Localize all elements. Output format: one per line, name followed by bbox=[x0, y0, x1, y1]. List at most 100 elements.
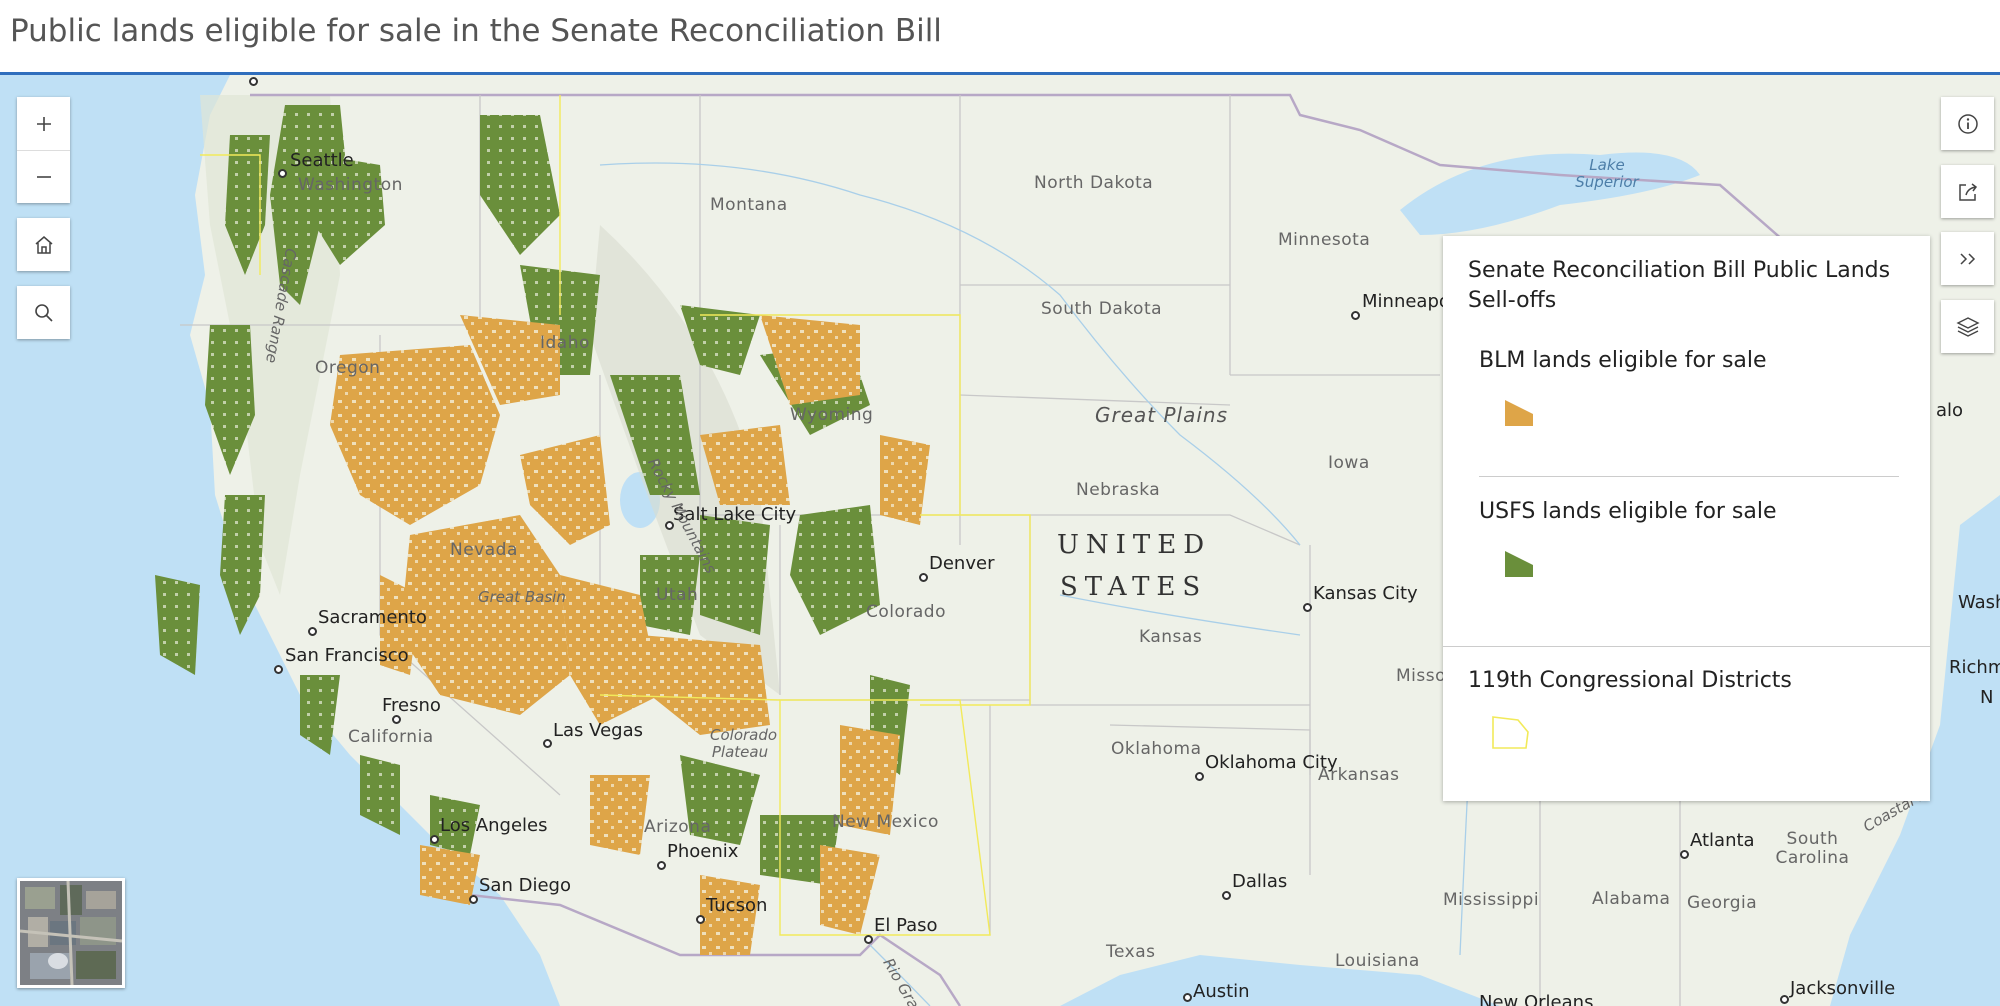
state-label: Colorado bbox=[866, 602, 946, 622]
city-label-fresno: Fresno bbox=[382, 695, 441, 716]
basemap-toggle-thumbnail[interactable] bbox=[17, 878, 125, 988]
city-dot bbox=[1195, 772, 1204, 781]
city-label-las-vegas: Las Vegas bbox=[553, 720, 643, 741]
state-label: Utah bbox=[656, 585, 699, 605]
city-dot bbox=[665, 521, 674, 530]
home-button[interactable] bbox=[17, 218, 70, 271]
state-label: Georgia bbox=[1687, 893, 1758, 913]
city-label-partial: alo bbox=[1936, 400, 1964, 421]
water-label-lake-superior: Lake Superior bbox=[1575, 156, 1639, 191]
city-label-san-diego: San Diego bbox=[479, 875, 571, 896]
city-label-denver: Denver bbox=[929, 553, 995, 574]
legend-title: Senate Reconciliation Bill Public Lands … bbox=[1468, 258, 1891, 313]
city-dot bbox=[274, 665, 283, 674]
state-label: Oklahoma bbox=[1111, 739, 1202, 759]
city-dot bbox=[1351, 311, 1360, 320]
city-label-partial: N bbox=[1980, 687, 1994, 708]
city-label-jacksonville: Jacksonville bbox=[1790, 978, 1896, 999]
minus-icon bbox=[36, 175, 51, 178]
state-label: Iowa bbox=[1328, 453, 1370, 473]
city-label-seattle: Seattle bbox=[290, 150, 354, 171]
state-label: Louisiana bbox=[1335, 951, 1420, 971]
city-dot bbox=[308, 627, 317, 636]
collapse-legend-button[interactable] bbox=[1941, 232, 1994, 285]
state-label: Idaho bbox=[540, 333, 590, 353]
city-dot bbox=[392, 715, 401, 724]
share-button[interactable] bbox=[1941, 165, 1994, 218]
state-label: Arkansas bbox=[1318, 765, 1400, 785]
city-label-san-francisco: San Francisco bbox=[285, 645, 409, 666]
share-icon bbox=[1958, 182, 1977, 201]
legend-group-divider bbox=[1443, 646, 1930, 647]
city-label-phoenix: Phoenix bbox=[667, 841, 739, 862]
layers-button[interactable] bbox=[1941, 300, 1994, 353]
state-label: Alabama bbox=[1592, 889, 1671, 909]
state-label: North Dakota bbox=[1034, 173, 1154, 193]
city-label-sacramento: Sacramento bbox=[318, 607, 427, 628]
home-icon bbox=[35, 235, 52, 254]
zoom-out-button[interactable] bbox=[17, 150, 70, 203]
city-label-los-angeles: Los Angeles bbox=[440, 815, 548, 836]
legend-swatch-blm bbox=[1505, 400, 1533, 426]
city-dot bbox=[864, 935, 873, 944]
city-dot bbox=[249, 77, 258, 86]
legend-item-label-blm: BLM lands eligible for sale bbox=[1479, 348, 1767, 373]
info-icon bbox=[1957, 113, 1978, 134]
city-dot bbox=[919, 573, 928, 582]
city-label-dallas: Dallas bbox=[1232, 871, 1288, 892]
state-label: Texas bbox=[1106, 942, 1156, 962]
city-dot bbox=[430, 835, 439, 844]
city-dot bbox=[1780, 995, 1789, 1004]
city-label-austin: Austin bbox=[1193, 981, 1250, 1002]
city-label-atlanta: Atlanta bbox=[1690, 830, 1755, 851]
info-button[interactable] bbox=[1941, 97, 1994, 150]
city-dot bbox=[657, 861, 666, 870]
city-dot bbox=[543, 739, 552, 748]
city-label-kansas-city: Kansas City bbox=[1313, 583, 1418, 604]
state-label: New Mexico bbox=[832, 812, 939, 832]
page-title: Public lands eligible for sale in the Se… bbox=[10, 13, 942, 49]
state-label: Minnesota bbox=[1278, 230, 1371, 250]
city-dot bbox=[1222, 891, 1231, 900]
state-label: South Carolina bbox=[1775, 829, 1850, 868]
legend-divider bbox=[1479, 476, 1899, 477]
zoom-in-button[interactable] bbox=[17, 97, 70, 151]
state-label: California bbox=[348, 727, 434, 747]
search-icon bbox=[34, 303, 53, 322]
city-label-partial: Wash bbox=[1958, 592, 2000, 613]
city-dot bbox=[1680, 850, 1689, 859]
legend-item-label-usfs: USFS lands eligible for sale bbox=[1479, 499, 1777, 524]
state-label: Washington bbox=[298, 175, 403, 195]
legend-panel: Senate Reconciliation Bill Public Lands … bbox=[1443, 236, 1930, 801]
layers-icon bbox=[1955, 316, 1980, 337]
city-dot bbox=[278, 169, 287, 178]
city-label-minneapolis: Minneapolis bbox=[1362, 291, 1470, 312]
chevrons-right-icon bbox=[1959, 252, 1975, 265]
app-header: Public lands eligible for sale in the Se… bbox=[0, 0, 2000, 75]
state-label: South Dakota bbox=[1041, 299, 1163, 319]
country-label-line1: UNITED bbox=[1057, 530, 1212, 560]
city-dot bbox=[469, 895, 478, 904]
country-label-line2: STATES bbox=[1060, 572, 1208, 602]
city-label-partial: Richm bbox=[1949, 657, 2000, 678]
state-label: Montana bbox=[710, 195, 788, 215]
satellite-thumbnail-image bbox=[20, 881, 122, 985]
state-label: Oregon bbox=[315, 358, 381, 378]
state-label: Nevada bbox=[450, 540, 518, 560]
region-label-great-plains: Great Plains bbox=[1095, 403, 1229, 427]
city-label-el-paso: El Paso bbox=[874, 915, 938, 936]
plus-icon bbox=[36, 116, 51, 131]
state-label: Nebraska bbox=[1076, 480, 1161, 500]
city-label-salt-lake-city: Salt Lake City bbox=[673, 504, 797, 525]
city-label-tucson: Tucson bbox=[706, 895, 768, 916]
state-label: Mississippi bbox=[1443, 890, 1540, 910]
map-view[interactable]: Seattle Minneapolis Salt Lake City Denve… bbox=[0, 75, 2000, 1006]
city-label-oklahoma-city: Oklahoma City bbox=[1205, 752, 1338, 773]
city-dot bbox=[1303, 603, 1312, 612]
state-label: Kansas bbox=[1139, 627, 1203, 647]
legend-swatch-usfs bbox=[1505, 551, 1533, 577]
legend-swatch-districts bbox=[1492, 716, 1529, 749]
city-dot bbox=[1183, 993, 1192, 1002]
search-button[interactable] bbox=[17, 286, 70, 339]
state-label: Wyoming bbox=[790, 405, 874, 425]
